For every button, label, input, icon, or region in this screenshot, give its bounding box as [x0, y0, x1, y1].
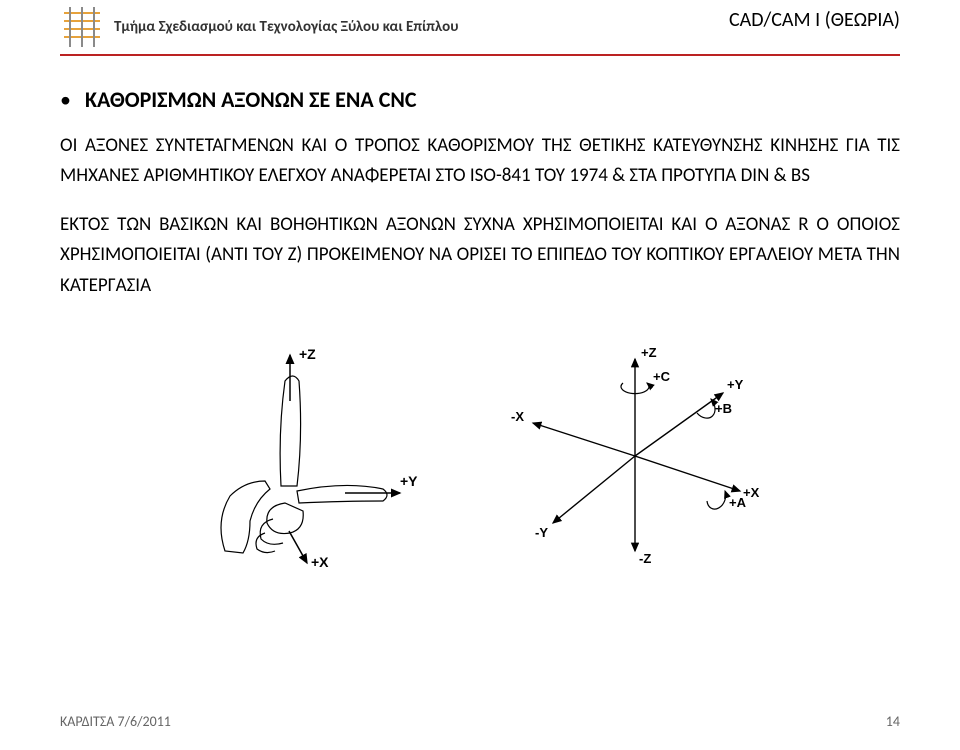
diagrams-row: +Z +Y +X: [60, 341, 900, 571]
label-b: +B: [715, 401, 732, 416]
hand-axes-diagram: +Z +Y +X: [195, 341, 425, 571]
label-y-plus: +Y: [727, 377, 744, 392]
label-c: +C: [653, 369, 671, 384]
page-header: Τμήμα Σχεδιασμού και Τεχνολογίας Ξύλου κ…: [60, 0, 900, 56]
cartesian-rotary-diagram: +Z -Z +Y -Y +X -X +C +B +A: [505, 341, 765, 571]
course-title: CAD/CAM I (ΘΕΩΡΙΑ): [729, 8, 900, 32]
label-x-minus: -X: [511, 409, 524, 424]
axis-z-label: +Z: [299, 346, 316, 362]
label-y-minus: -Y: [535, 525, 548, 540]
axis-y-label: +Y: [400, 473, 418, 489]
label-a: +A: [729, 495, 747, 510]
label-z-minus: -Z: [639, 551, 651, 566]
page-number: 14: [886, 713, 900, 730]
bullet-icon: •: [60, 86, 71, 113]
footer-date: ΚΑΡΔΙΤΣΑ 7/6/2011: [60, 713, 171, 730]
label-z-plus: +Z: [641, 345, 657, 360]
section-title: ΚΑΘΟΡΙΣΜΩΝ ΑΞΟΝΩΝ ΣΕ ΕΝΑ CNC: [85, 86, 417, 113]
page: Τμήμα Σχεδιασμού και Τεχνολογίας Ξύλου κ…: [0, 0, 960, 750]
section-heading-row: • ΚΑΘΟΡΙΣΜΩΝ ΑΞΟΝΩΝ ΣΕ ΕΝΑ CNC: [60, 86, 900, 113]
dept-logo: [60, 5, 104, 49]
paragraph-1: ΟΙ ΑΞΟΝΕΣ ΣΥΝΤΕΤΑΓΜΕΝΩΝ ΚΑΙ Ο ΤΡΟΠΟΣ ΚΑΘ…: [60, 131, 900, 192]
content-area: • ΚΑΘΟΡΙΣΜΩΝ ΑΞΟΝΩΝ ΣΕ ΕΝΑ CNC ΟΙ ΑΞΟΝΕΣ…: [60, 56, 900, 571]
dept-name: Τμήμα Σχεδιασμού και Τεχνολογίας Ξύλου κ…: [114, 18, 458, 36]
axis-x-label: +X: [311, 554, 329, 570]
page-footer: ΚΑΡΔΙΤΣΑ 7/6/2011 14: [60, 713, 900, 730]
paragraph-2: ΕΚΤΟΣ ΤΩΝ ΒΑΣΙΚΩΝ ΚΑΙ ΒΟΗΘΗΤΙΚΩΝ ΑΞΟΝΩΝ …: [60, 210, 900, 301]
